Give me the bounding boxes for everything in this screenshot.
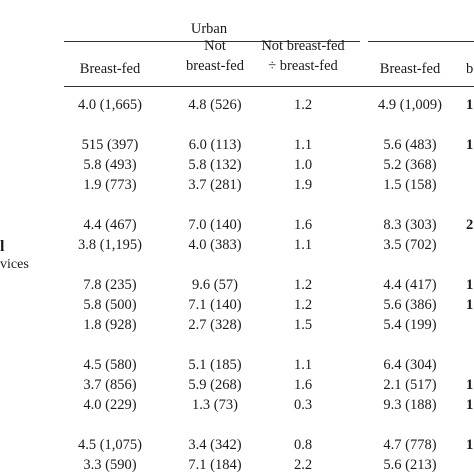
table-cell-c1: 5.8 (493) [83, 157, 137, 173]
table-cell-c4: 3.5 (702) [383, 237, 437, 253]
table-cell-c1: 3.7 (856) [83, 377, 137, 393]
table-cell-c2: 6.0 (113) [188, 137, 242, 153]
table-cell-c2: 9.6 (57) [192, 277, 238, 293]
table-cell-c1: 4.0 (1,665) [77, 97, 143, 113]
table-cell-c3: 0.3 [293, 397, 313, 413]
col-header-ratio-line2: ÷ breast-fed [268, 58, 338, 74]
table-cell-c4: 4.9 (1,009) [377, 97, 443, 113]
table-cell-c1: 4.5 (580) [83, 357, 137, 373]
col-header-partial: b [466, 61, 474, 77]
table-cell-c5: 1 [466, 397, 474, 413]
table-cell-c4: 5.6 (386) [383, 297, 437, 313]
table-cell-c3: 1.6 [293, 217, 313, 233]
table-cell-c5: 1 [466, 437, 474, 453]
table-cell-c3: 1.1 [293, 237, 313, 253]
table-cell-c3: 1.5 [293, 317, 313, 333]
table-cell-c2: 4.8 (526) [188, 97, 242, 113]
table-cell-c3: 1.2 [293, 97, 313, 113]
table-cell-c2: 2.7 (328) [188, 317, 242, 333]
table-cell-c1: 1.9 (773) [83, 177, 137, 193]
table-cell-c3: 1.0 [293, 157, 313, 173]
col-header-ratio-line1: Not breast-fed [261, 38, 345, 54]
table-cell-c2: 7.1 (140) [188, 297, 242, 313]
col-header-not-line1: Not [204, 38, 226, 54]
table-cell-c1: 5.8 (500) [83, 297, 137, 313]
table-cell-c1: 1.8 (928) [83, 317, 137, 333]
table-cell-c1: 4.0 (229) [83, 397, 137, 413]
table-cell-c3: 1.1 [293, 137, 313, 153]
table-cell-c4: 4.7 (778) [383, 437, 437, 453]
table-cell-c1: 4.4 (467) [83, 217, 137, 233]
table-cell-c2: 3.7 (281) [188, 177, 242, 193]
col-header-not-line2: breast-fed [186, 58, 244, 74]
table-cell-c3: 1.9 [293, 177, 313, 193]
table-cell-c2: 4.0 (383) [188, 237, 242, 253]
table-cell-c5: 2 [466, 217, 474, 233]
table-cell-c5: 1 [466, 297, 474, 313]
table-cell-c2: 5.9 (268) [188, 377, 242, 393]
table-cell-c4: 5.4 (199) [383, 317, 437, 333]
table-cell-c3: 1.1 [293, 357, 313, 373]
table-cell-c4: 9.3 (188) [383, 397, 437, 413]
col-header-rural-breast-fed: Breast-fed [379, 61, 441, 77]
table-cell-c3: 1.2 [293, 297, 313, 313]
table-cell-c4: 5.6 (213) [383, 457, 437, 473]
table-cell-c3: 1.6 [293, 377, 313, 393]
table-cell-c2: 5.8 (132) [188, 157, 242, 173]
table-cell-c1: 7.8 (235) [83, 277, 137, 293]
table-cell-c1: 4.5 (1,075) [77, 437, 143, 453]
table-cell-c4: 6.4 (304) [383, 357, 437, 373]
table-cell-c4: 2.1 (517) [383, 377, 437, 393]
table-cell-c2: 5.1 (185) [188, 357, 242, 373]
urban-group-title: Urban [190, 21, 228, 37]
table-cell-c2: 7.1 (184) [188, 457, 242, 473]
table-cell-c2: 7.0 (140) [188, 217, 242, 233]
row-label-fragment-b: vices [0, 257, 29, 272]
table-cell-c5: 1 [466, 377, 474, 393]
table-cell-c3: 1.2 [293, 277, 313, 293]
table-cell-c3: 2.2 [293, 457, 313, 473]
table-cell-c5: 1 [466, 137, 474, 153]
table-cell-c4: 4.4 (417) [383, 277, 437, 293]
table-cell-c4: 8.3 (303) [383, 217, 437, 233]
table-cell-c1: 3.3 (590) [83, 457, 137, 473]
col-header-breast-fed: Breast-fed [79, 61, 141, 77]
table-cell-c3: 0.8 [293, 437, 313, 453]
table-cell-c1: 515 (397) [81, 137, 139, 153]
table-cell-c2: 3.4 (342) [188, 437, 242, 453]
table-cell-c4: 5.6 (483) [383, 137, 437, 153]
table-cell-c5: 1 [466, 277, 474, 293]
table-cell-c2: 1.3 (73) [192, 397, 238, 413]
header-bottom-rule [64, 86, 474, 87]
urban-group-rule [64, 41, 360, 42]
table-cell-c4: 5.2 (368) [383, 157, 437, 173]
table-cell-c1: 3.8 (1,195) [77, 237, 143, 253]
row-label-fragment-a: l [0, 238, 5, 255]
table-cell-c4: 1.5 (158) [383, 177, 437, 193]
table-cell-c5: 1 [466, 97, 474, 113]
rural-group-rule [368, 41, 474, 42]
